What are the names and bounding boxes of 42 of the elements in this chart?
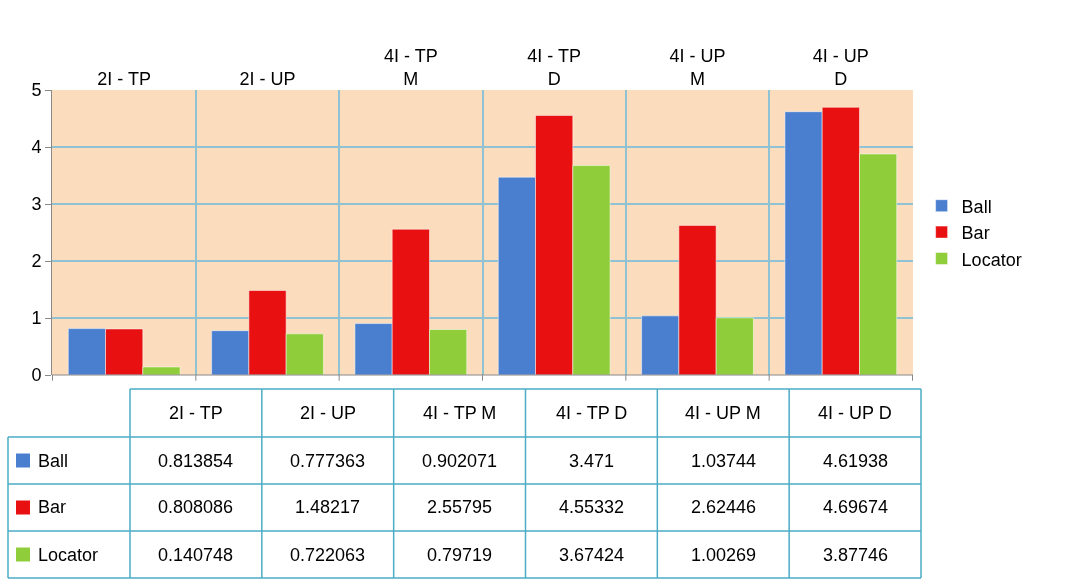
y-tick-label: 2 [31, 251, 42, 272]
data-label: 0.813854 [158, 451, 234, 471]
category-label: 4I - UP M [685, 403, 761, 423]
data-label: 1.48217 [295, 497, 361, 517]
category-label: 4I - TP M [423, 403, 497, 423]
data-label: 0.902071 [422, 451, 498, 471]
text: Bar [38, 497, 67, 517]
data-label: 2.62446 [691, 497, 757, 517]
y-tick-label: 1 [31, 308, 42, 329]
x-tick-label: 4I - UP M [669, 46, 726, 90]
data-label: 2.55795 [427, 497, 493, 517]
data-label: 4.69674 [823, 497, 889, 517]
text: Locator [38, 545, 99, 565]
category-label: 2I - UP [300, 403, 357, 423]
x-tick-label: 2I - UP [239, 69, 296, 90]
x-tick-label: 4I - UP D [812, 46, 869, 90]
x-tick-label: 4I - TP M [383, 46, 438, 90]
category-label: 4I - TP D [556, 403, 628, 423]
y-tick-label: 5 [31, 80, 42, 101]
data-label: 4.55332 [559, 497, 625, 517]
legend-label: Ball [38, 451, 69, 471]
category-label: 2I - TP [169, 403, 223, 423]
y-tick-label: 3 [31, 194, 42, 215]
data-label: 3.471 [569, 451, 615, 471]
data-label: 3.87746 [823, 545, 889, 565]
data-label: 0.808086 [158, 497, 234, 517]
data-label: 1.00269 [691, 545, 757, 565]
legend-label: Bar [961, 223, 990, 244]
y-tick-label: 0 [31, 365, 42, 386]
data-label: 0.722063 [290, 545, 366, 565]
data-label: 4.61938 [823, 451, 889, 471]
x-tick-label: 4I - TP D [527, 46, 582, 90]
data-label: 0.140748 [158, 545, 234, 565]
category-label: 4I - UP D [818, 403, 892, 423]
y-tick-label: 4 [31, 137, 42, 158]
data-label: 1.03744 [691, 451, 757, 471]
data-label: 0.777363 [290, 451, 366, 471]
data-label: 3.67424 [559, 545, 625, 565]
legend-label: Locator [961, 249, 1022, 270]
x-tick-label: 2I - TP [97, 69, 152, 90]
data-label: 0.79719 [427, 545, 493, 565]
text: Ball [961, 196, 992, 217]
